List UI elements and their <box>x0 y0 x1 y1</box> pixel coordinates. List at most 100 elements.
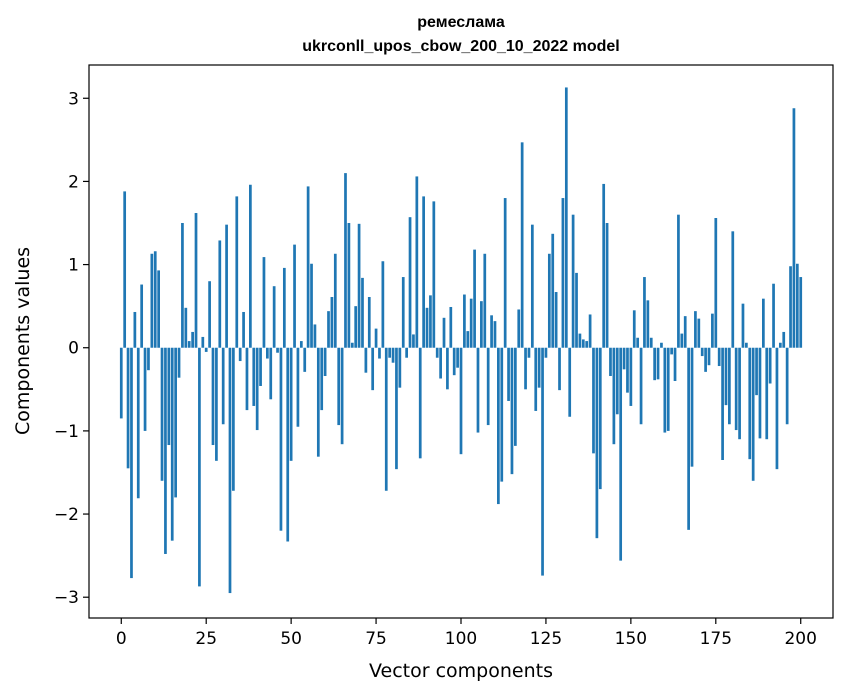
bar-119 <box>524 347 527 390</box>
bar-49 <box>286 347 290 542</box>
bar-87 <box>415 176 419 348</box>
bar-125 <box>544 347 548 358</box>
bar-100 <box>459 347 463 455</box>
bar-188 <box>758 347 762 439</box>
bar-198 <box>792 108 796 348</box>
bar-54 <box>303 347 307 372</box>
bar-68 <box>350 342 354 348</box>
bar-26 <box>208 281 211 348</box>
bar-28 <box>215 347 218 461</box>
bar-2 <box>126 347 130 469</box>
bar-82 <box>398 347 402 388</box>
bar-74 <box>371 347 375 391</box>
bar-29 <box>218 240 222 348</box>
bar-148 <box>622 347 626 370</box>
bar-67 <box>347 223 351 348</box>
bar-184 <box>745 342 748 348</box>
y-tick-label--3: −3 <box>54 588 79 608</box>
bar-106 <box>480 301 483 348</box>
bar-165 <box>680 333 684 348</box>
y-axis: −3 −2 −1 0 1 2 3 <box>54 89 89 608</box>
bar-114 <box>507 347 510 401</box>
bar-77 <box>381 261 385 348</box>
bar-93 <box>435 347 439 358</box>
y-tick-label--1: −1 <box>54 422 79 442</box>
bar-134 <box>575 272 578 348</box>
bar-195 <box>782 331 786 348</box>
bar-144 <box>609 347 612 377</box>
bar-6 <box>140 284 144 348</box>
bar-88 <box>418 347 422 459</box>
bar-59 <box>320 347 324 411</box>
bar-153 <box>639 347 643 425</box>
bar-118 <box>520 142 524 348</box>
bar-176 <box>717 347 721 367</box>
bar-115 <box>510 347 514 475</box>
bar-51 <box>293 244 296 348</box>
bar-156 <box>649 337 653 348</box>
bar-132 <box>568 347 572 417</box>
bar-8 <box>147 347 150 371</box>
bar-20 <box>187 341 191 348</box>
bar-57 <box>313 324 317 348</box>
bar-127 <box>551 233 555 348</box>
bar-5 <box>136 347 140 499</box>
bar-137 <box>585 341 589 348</box>
bar-75 <box>374 328 378 348</box>
bar-167 <box>687 347 690 530</box>
bar-136 <box>581 339 585 348</box>
bar-128 <box>554 292 558 348</box>
bar-17 <box>177 347 181 378</box>
bar-124 <box>541 347 544 576</box>
bar-13 <box>164 347 167 554</box>
bar-158 <box>656 347 660 380</box>
bar-164 <box>677 214 680 348</box>
bar-90 <box>425 307 429 348</box>
bar-171 <box>700 347 704 357</box>
bar-41 <box>259 347 262 386</box>
bar-58 <box>316 347 320 457</box>
bar-121 <box>530 224 534 348</box>
bar-33 <box>232 347 235 491</box>
bar-147 <box>619 347 623 561</box>
bar-196 <box>785 347 789 425</box>
bar-23 <box>198 347 201 587</box>
bar-120 <box>527 347 531 358</box>
bar-150 <box>629 347 633 406</box>
bar-149 <box>626 347 629 393</box>
bar-19 <box>184 307 188 348</box>
bar-192 <box>772 283 775 348</box>
bar-173 <box>707 347 711 366</box>
bar-63 <box>333 253 337 348</box>
bar-152 <box>636 337 640 348</box>
x-axis: 0 25 50 75 100 125 150 175 200 <box>116 618 817 649</box>
bar-138 <box>588 314 592 348</box>
bar-96 <box>446 347 449 390</box>
bar-97 <box>449 306 453 348</box>
bar-163 <box>673 347 677 381</box>
bar-40 <box>255 347 259 431</box>
x-tick-label-150: 150 <box>615 629 647 649</box>
bar-113 <box>503 198 507 348</box>
bar-85 <box>408 217 412 348</box>
bar-183 <box>741 303 745 348</box>
bar-182 <box>738 347 741 440</box>
bar-45 <box>272 286 276 348</box>
bar-7 <box>143 347 147 431</box>
bar-166 <box>683 316 687 348</box>
chart-title-word: ремеслама <box>417 14 505 31</box>
bar-48 <box>282 267 286 348</box>
bar-145 <box>612 347 616 445</box>
y-tick-label--2: −2 <box>54 505 79 525</box>
x-tick-label-25: 25 <box>195 629 217 649</box>
x-tick-label-50: 50 <box>280 629 302 649</box>
bar-129 <box>558 347 561 391</box>
bar-30 <box>221 347 225 425</box>
bar-123 <box>537 347 541 388</box>
bar-25 <box>204 347 208 352</box>
y-tick-label-2: 2 <box>68 172 79 192</box>
bar-140 <box>595 347 599 539</box>
bar-131 <box>564 87 568 348</box>
bar-53 <box>299 341 303 348</box>
